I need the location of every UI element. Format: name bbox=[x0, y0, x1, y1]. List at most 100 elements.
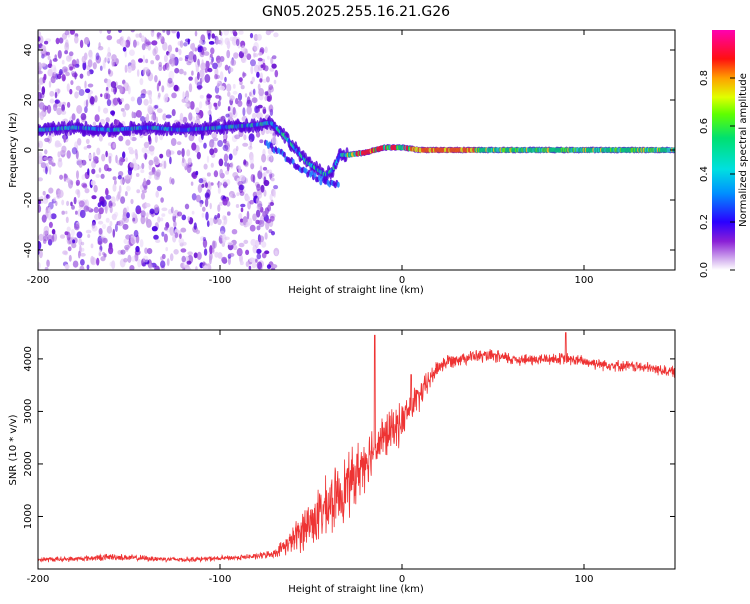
spectrogram-noise-cell bbox=[91, 160, 96, 169]
spectrogram-noise-cell bbox=[169, 176, 173, 185]
spectrogram-noise-cell bbox=[214, 73, 218, 80]
spectrogram-noise-cell bbox=[208, 41, 215, 45]
spectrogram-noise-cell bbox=[242, 107, 246, 117]
spectrogram-noise-cell bbox=[108, 155, 112, 164]
spectrogram-noise-cell bbox=[256, 225, 261, 231]
colorbar-tick-label: 0.8 bbox=[699, 70, 710, 86]
spectrogram-noise-cell bbox=[86, 144, 92, 149]
spectrogram-noise-cell bbox=[38, 91, 42, 101]
spectrogram-noise-cell bbox=[240, 207, 244, 213]
spectrogram-noise-cell bbox=[254, 105, 259, 114]
spectrogram-noise-cell bbox=[193, 54, 197, 63]
spectrogram-noise-cell bbox=[240, 203, 246, 208]
spectrogram-noise-cell bbox=[266, 154, 273, 162]
spectrogram-noise-cell bbox=[240, 45, 246, 53]
spectrogram-noise-cell bbox=[140, 192, 146, 200]
spectrogram-noise-cell bbox=[79, 39, 84, 49]
spectrogram-noise-cell bbox=[66, 231, 71, 241]
spectrogram-noise-cell bbox=[161, 253, 166, 260]
spectrogram-noise-cell bbox=[132, 217, 136, 222]
spectrogram-noise-cell bbox=[243, 134, 247, 141]
spectrogram-noise-cell bbox=[191, 42, 196, 53]
spectrogram-noise-cell bbox=[122, 110, 127, 118]
spectrogram-noise-cell bbox=[222, 198, 228, 206]
spectrogram-y-tick-label: 20 bbox=[23, 94, 34, 107]
spectrogram-noise-cell bbox=[69, 66, 73, 71]
spectrogram-noise-cell bbox=[248, 265, 252, 270]
spectrogram-noise-cell bbox=[78, 200, 85, 208]
spectrogram-noise-cell bbox=[197, 71, 200, 80]
spectrogram-noise-cell bbox=[135, 110, 142, 118]
spectrogram-noise-cell bbox=[45, 194, 51, 199]
spectrogram-noise-cell bbox=[66, 226, 71, 233]
spectrogram-noise-cell bbox=[79, 245, 82, 254]
spectrogram-noise-cell bbox=[150, 60, 155, 65]
spectrogram-noise-cell bbox=[49, 90, 55, 97]
spectrogram-noise-cell bbox=[251, 76, 255, 83]
spectrogram-noise-cell bbox=[155, 116, 159, 125]
spectrogram-noise-cell bbox=[187, 157, 192, 165]
spectrogram-noise-cell bbox=[215, 55, 221, 64]
spectrogram-noise-cell bbox=[249, 199, 254, 205]
spectrogram-noise-cell bbox=[245, 195, 251, 202]
spectrogram-noise-cell bbox=[127, 85, 131, 95]
spectrogram-noise-cell bbox=[169, 226, 175, 236]
spectrogram-noise-cell bbox=[57, 159, 63, 168]
spectrogram-noise-cell bbox=[81, 182, 87, 188]
spectrogram-noise-cell bbox=[223, 30, 230, 36]
spectrogram-noise-cell bbox=[151, 226, 158, 232]
spectrogram-noise-cell bbox=[181, 214, 187, 221]
spectrogram-noise-cell bbox=[242, 58, 247, 63]
spectrogram-noise-cell bbox=[227, 211, 231, 216]
spectrogram-noise-cell bbox=[89, 96, 95, 105]
spectrogram-noise-cell bbox=[80, 113, 87, 121]
spectrogram-noise-cell bbox=[265, 76, 270, 83]
spectrogram-noise-cell bbox=[255, 219, 260, 225]
spectrogram-noise-cell bbox=[204, 68, 208, 73]
spectrogram-noise-cell bbox=[122, 223, 129, 230]
spectrogram-noise-cell bbox=[75, 85, 81, 91]
spectrogram-noise-cell bbox=[255, 248, 262, 254]
spectrogram-noise-cell bbox=[41, 86, 46, 95]
spectrogram-noise-cell bbox=[47, 68, 53, 77]
spectrogram-noise-cell bbox=[39, 102, 45, 110]
spectrogram-noise-cell bbox=[120, 178, 124, 185]
spectrogram-noise-cell bbox=[211, 33, 215, 39]
spectrogram-noise-cell bbox=[198, 101, 203, 109]
spectrogram-noise-cell bbox=[168, 70, 175, 80]
spectrogram-noise-cell bbox=[123, 257, 128, 263]
spectrogram-noise-cell bbox=[182, 91, 185, 101]
spectrogram-noise-cell bbox=[206, 172, 211, 177]
spectrogram-noise-cell bbox=[166, 258, 170, 267]
spectrogram-noise-cell bbox=[218, 181, 222, 189]
spectrogram-noise-cell bbox=[122, 151, 126, 159]
spectrogram-noise-cell bbox=[269, 215, 275, 222]
spectrogram-noise-cell bbox=[54, 91, 58, 99]
spectrogram-noise-cell bbox=[74, 35, 79, 44]
spectrogram-noise-cell bbox=[184, 103, 190, 107]
spectrogram-noise-cell bbox=[66, 200, 70, 207]
spectrogram-noise-cell bbox=[188, 76, 193, 81]
spectrogram-noise-cell bbox=[122, 46, 127, 52]
spectrogram-noise-cell bbox=[136, 189, 141, 194]
spectrogram-noise-cell bbox=[91, 225, 98, 232]
spectrogram-noise-cell bbox=[68, 254, 72, 262]
spectrogram-noise-cell bbox=[153, 204, 160, 214]
spectrogram-noise-cell bbox=[256, 34, 262, 41]
spectrogram-noise-cell bbox=[171, 178, 175, 185]
spectrogram-noise-cell bbox=[141, 162, 145, 170]
spectrogram-noise-cell bbox=[248, 145, 253, 150]
spectrogram-noise-cell bbox=[74, 91, 79, 99]
spectrogram-noise-cell bbox=[135, 152, 139, 160]
spectrogram-noise-cell bbox=[185, 90, 190, 100]
spectrogram-noise-cell bbox=[80, 247, 85, 252]
spectrogram-noise-cell bbox=[143, 202, 146, 210]
spectrogram-noise-cell bbox=[218, 158, 224, 167]
spectrogram-noise-cell bbox=[187, 38, 190, 45]
spectrogram-noise-cell bbox=[211, 247, 215, 254]
spectrogram-noise-cell bbox=[146, 113, 150, 123]
spectrogram-noise-cell bbox=[110, 110, 116, 116]
spectrogram-noise-cell bbox=[44, 266, 49, 270]
spectrogram-noise-cell bbox=[240, 85, 245, 90]
spectrogram-noise-cell bbox=[71, 205, 75, 210]
